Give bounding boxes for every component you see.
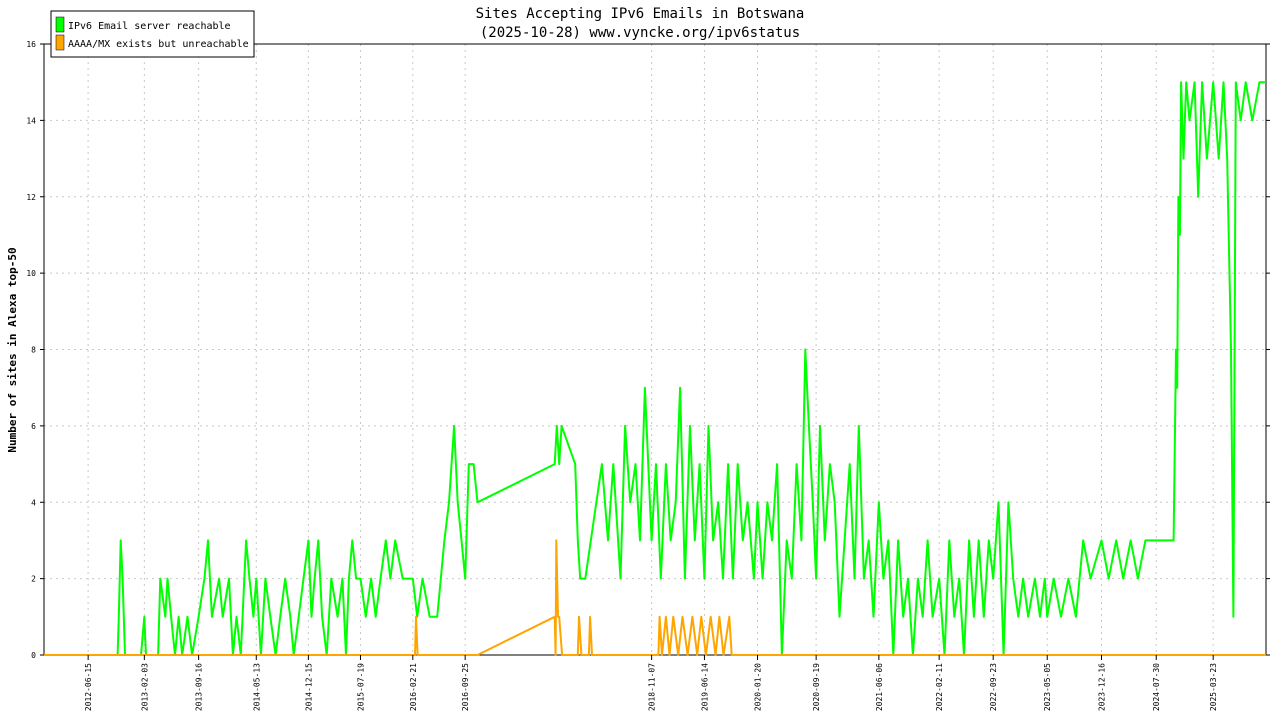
x-axis: 2012-06-15 2013-02-03 2013-09-16 2014-05-13… <box>84 655 1218 711</box>
y-tick-label: 14 <box>26 116 36 125</box>
x-tick-label: 2025-03-23 <box>1209 663 1218 711</box>
y-tick-label: 2 <box>31 575 36 584</box>
x-tick-label: 2018-11-07 <box>648 663 657 711</box>
series-line-reachable <box>44 81 1266 656</box>
x-tick-label: 2023-05-05 <box>1043 663 1052 711</box>
legend-label-unreachable: AAAA/MX exists but unreachable <box>68 39 249 50</box>
x-tick-label: 2014-12-15 <box>304 663 313 711</box>
x-tick-label: 2022-02-11 <box>935 663 944 711</box>
series-layer <box>44 81 1266 656</box>
chart-title: Sites Accepting IPv6 Emails in Botswana <box>476 6 805 22</box>
x-tick-label: 2013-09-16 <box>195 663 204 711</box>
y-tick-label: 12 <box>26 193 36 202</box>
x-tick-label: 2022-09-23 <box>989 663 998 711</box>
y-tick-label: 10 <box>26 269 36 278</box>
x-tick-label: 2020-01-20 <box>754 663 763 711</box>
x-tick-label: 2016-09-25 <box>461 663 470 711</box>
y-tick-label: 16 <box>26 40 36 49</box>
x-tick-label: 2012-06-15 <box>84 663 93 711</box>
x-tick-label: 2019-06-14 <box>700 663 709 711</box>
legend-swatch-unreachable <box>55 34 65 51</box>
x-tick-label: 2016-02-21 <box>409 663 418 711</box>
y-axis: 0 2 4 6 8 10 12 14 16 <box>26 40 1270 660</box>
legend-swatch-reachable <box>55 16 65 33</box>
x-tick-label: 2020-09-19 <box>812 663 821 711</box>
x-tick-label: 2024-07-30 <box>1152 663 1161 711</box>
y-tick-label: 4 <box>31 498 36 507</box>
x-tick-label: 2021-06-06 <box>875 663 884 711</box>
series-line-unreachable <box>44 539 1266 656</box>
y-tick-label: 8 <box>31 346 36 355</box>
legend-box <box>50 10 255 58</box>
y-tick-label: 6 <box>31 422 36 431</box>
legend: IPv6 Email server reachable AAAA/MX exis… <box>50 10 255 58</box>
x-tick-label: 2023-12-16 <box>1097 663 1106 711</box>
x-tick-label: 2014-05-13 <box>252 663 261 711</box>
legend-label-reachable: IPv6 Email server reachable <box>68 21 231 32</box>
x-tick-label: 2013-02-03 <box>140 663 149 711</box>
chart-subtitle: (2025-10-28) www.vyncke.org/ipv6status <box>480 25 800 41</box>
y-axis-label: Number of sites in Alexa top-50 <box>6 247 19 452</box>
x-tick-label: 2015-07-19 <box>356 663 365 711</box>
y-tick-label: 0 <box>31 651 36 660</box>
